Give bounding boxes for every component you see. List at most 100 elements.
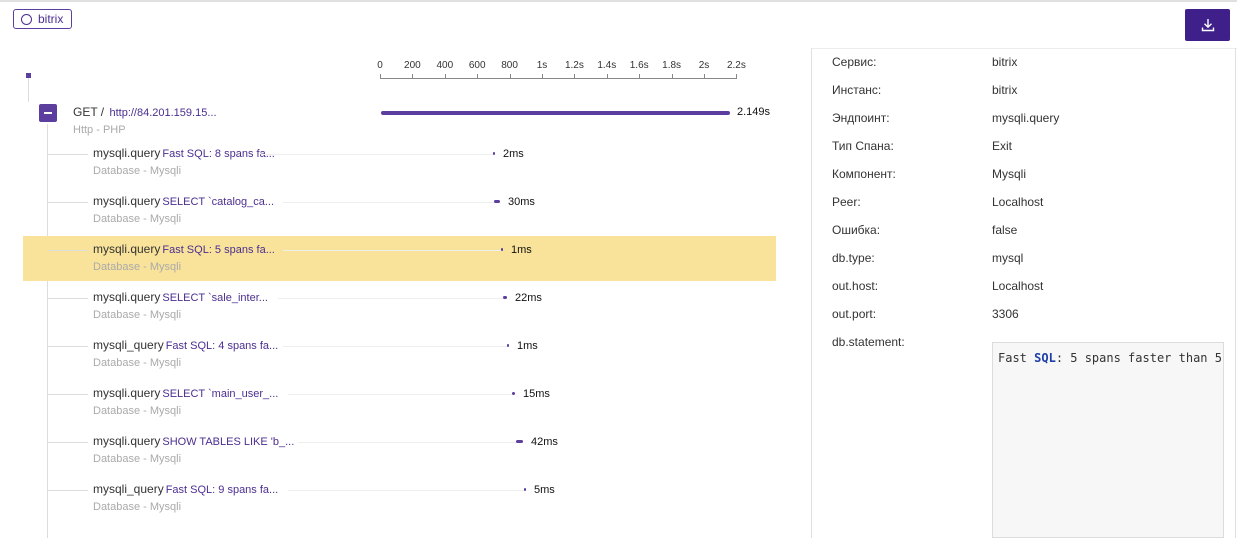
tick-label: 800 [501, 60, 518, 71]
span-operation: mysqli.query [93, 242, 161, 256]
span-subtitle: Database - Mysqli [93, 357, 182, 369]
span-guide-line [283, 202, 494, 203]
tree-connector [28, 78, 29, 102]
span-bar[interactable] [503, 296, 507, 299]
tick-label: 1.2s [564, 60, 584, 71]
span-guide-line [288, 394, 512, 395]
trace-root-marker [26, 73, 31, 78]
tick-mark [380, 74, 381, 79]
span-subtitle: Database - Mysqli [93, 501, 182, 513]
span-bar[interactable] [507, 344, 509, 347]
span-bar[interactable] [516, 440, 523, 443]
span-statement[interactable]: SELECT `sale_inter... [162, 292, 268, 304]
span-name[interactable]: mysqli_query Fast SQL: 4 spans fa... [93, 338, 278, 352]
tick-mark [542, 74, 543, 79]
span-guide-line [298, 442, 516, 443]
span-statement[interactable]: Fast SQL: 4 spans fa... [165, 340, 279, 352]
service-tag[interactable]: bitrix [13, 9, 73, 29]
span-name[interactable]: mysqli_query Fast SQL: 9 spans fa... [93, 482, 278, 496]
span-name[interactable]: mysqli.query Fast SQL: 8 spans fa... [93, 146, 275, 160]
span-row[interactable]: mysqli.query SELECT `main_user_... Databas… [23, 380, 776, 425]
attribute-value: false [992, 223, 1018, 237]
span-row[interactable]: mysqli.query SELECT `catalog_ca... Databas… [23, 188, 776, 233]
download-button[interactable] [1185, 9, 1230, 41]
tree-connector [48, 442, 88, 443]
span-guide-line [288, 490, 524, 491]
span-bar[interactable] [501, 248, 503, 251]
span-name[interactable]: mysqli.query SELECT `catalog_ca... [93, 194, 274, 208]
span-subtitle: Database - Mysqli [93, 165, 182, 177]
span-name[interactable]: mysqli.query SELECT `sale_inter... [93, 290, 268, 304]
download-icon [1201, 19, 1214, 32]
span-statement[interactable]: Fast SQL: 9 spans fa... [165, 484, 279, 496]
span-guide-line [278, 298, 503, 299]
span-duration: 5ms [534, 484, 555, 496]
attribute-value: Exit [992, 139, 1013, 153]
span-statement[interactable]: Fast SQL: 8 spans fa... [162, 148, 275, 160]
root-span-method: GET / [73, 105, 105, 119]
attribute-key: Эндпоинт: [832, 111, 890, 125]
root-span-url[interactable]: http://84.201.159.15... [109, 107, 217, 119]
span-operation: mysqli.query [93, 434, 161, 448]
span-operation: mysqli.query [93, 146, 161, 160]
panel-top-border [811, 48, 1237, 49]
span-statement[interactable]: SELECT `main_user_... [162, 388, 279, 400]
span-row[interactable]: mysqli.query Fast SQL: 8 spans fa... Datab… [23, 140, 776, 185]
root-span-bar[interactable] [381, 111, 730, 115]
root-span-subtitle: Http - PHP [73, 124, 126, 136]
tick-label: 1.8s [662, 60, 682, 71]
tick-label: 1s [536, 60, 548, 71]
attribute-key: Ошибка: [832, 223, 881, 237]
span-subtitle: Database - Mysqli [93, 405, 182, 417]
tick-label: 0 [377, 60, 383, 71]
attribute-key: Peer: [832, 195, 861, 209]
tick-mark [574, 74, 576, 79]
span-operation: mysqli_query [93, 482, 164, 496]
span-bar[interactable] [512, 392, 515, 395]
tree-connector [48, 202, 88, 203]
span-duration: 1ms [517, 340, 538, 352]
tree-connector [48, 298, 88, 299]
minus-icon [44, 112, 52, 114]
tick-label: 1.4s [597, 60, 617, 71]
attribute-value: Mysqli [992, 167, 1027, 181]
span-duration: 22ms [515, 292, 542, 304]
span-row[interactable]: mysqli.query SELECT `sale_inter... Databas… [23, 284, 776, 329]
tree-connector [48, 250, 88, 251]
span-row[interactable]: mysqli.query SHOW TABLES LIKE 'b_... Datab… [23, 428, 776, 473]
statement-label: db.statement: [832, 335, 905, 349]
span-operation: mysqli.query [93, 290, 161, 304]
tick-label: 1.6s [629, 60, 649, 71]
span-statement[interactable]: Fast SQL: 5 spans fa... [162, 244, 275, 256]
span-name[interactable]: mysqli.query SHOW TABLES LIKE 'b_... [93, 434, 294, 448]
time-scale-axis [380, 78, 736, 79]
span-bar[interactable] [524, 488, 526, 491]
attribute-value: mysql [992, 251, 1024, 265]
tick-mark [671, 74, 673, 79]
tick-label: 2s [698, 60, 710, 71]
collapse-button[interactable] [39, 104, 57, 122]
span-row[interactable]: mysqli_query Fast SQL: 9 spans fa... Datab… [23, 476, 776, 521]
span-subtitle: Database - Mysqli [93, 453, 182, 465]
span-duration: 42ms [531, 436, 558, 448]
span-row[interactable]: mysqli_query Fast SQL: 4 spans fa... Datab… [23, 332, 776, 377]
attribute-key: out.host: [832, 279, 879, 293]
span-bar[interactable] [493, 152, 495, 155]
span-row[interactable]: mysqli.query Fast SQL: 5 spans fa... Datab… [23, 236, 776, 281]
span-statement[interactable]: SELECT `catalog_ca... [162, 196, 275, 208]
tick-mark [477, 74, 479, 79]
span-statement[interactable]: SHOW TABLES LIKE 'b_... [162, 436, 295, 448]
tick-label: 600 [468, 60, 486, 71]
span-bar[interactable] [494, 200, 500, 203]
statement-box[interactable]: Fast SQL: 5 spans faster than 5 [992, 342, 1224, 538]
root-span-title[interactable]: GET / http://84.201.159.15... [73, 105, 217, 119]
attribute-key: db.type: [832, 251, 875, 265]
tree-connector [48, 154, 88, 155]
span-subtitle: Database - Mysqli [93, 213, 182, 225]
statement-text-pre: Fast [998, 351, 1035, 365]
statement-keyword: SQL [1034, 351, 1056, 365]
span-name[interactable]: mysqli.query Fast SQL: 5 spans fa... [93, 242, 275, 256]
attribute-value: bitrix [992, 55, 1018, 69]
span-name[interactable]: mysqli.query SELECT `main_user_... [93, 386, 278, 400]
top-divider [0, 0, 1237, 2]
